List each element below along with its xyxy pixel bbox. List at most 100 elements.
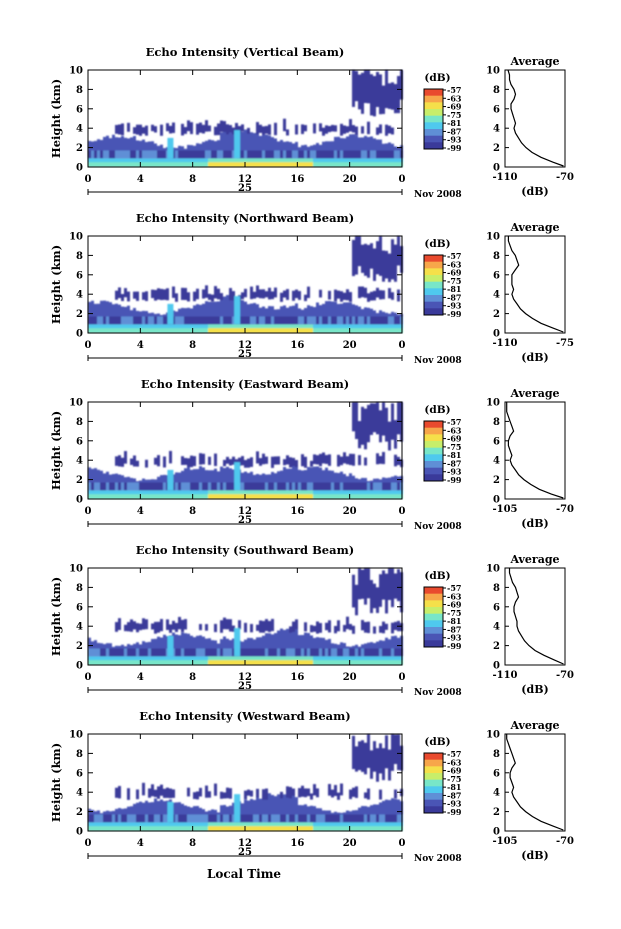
colorbar-swatch — [424, 421, 443, 429]
colorbar-swatch — [424, 759, 443, 767]
y-tick-label: 8 — [76, 749, 83, 760]
colorbar-tick-label: -69 — [447, 766, 462, 776]
echo-field — [88, 402, 403, 499]
colorbar-swatch — [424, 613, 443, 621]
echo-field — [88, 568, 403, 665]
colorbar-tick-label: -87 — [447, 126, 461, 136]
colorbar-tick-label: -93 — [447, 633, 462, 643]
y-tick-label: 4 — [76, 124, 83, 135]
colorbar-tick-label: -87 — [447, 458, 461, 468]
average-x-tick-label: -105 — [492, 504, 517, 515]
panel-title: Echo Intensity (Westward Beam) — [139, 709, 350, 723]
colorbar-swatch — [424, 434, 443, 442]
y-tick-label: 2 — [76, 309, 83, 320]
x-tick-label: 16 — [290, 838, 304, 849]
colorbar-swatch — [424, 89, 443, 97]
average-x-tick-label: -70 — [556, 504, 574, 515]
y-tick-label: 10 — [69, 398, 83, 409]
average-y-tick-label: 2 — [493, 807, 500, 818]
colorbar-swatch — [424, 102, 443, 110]
x-tick-label: 12 — [238, 838, 252, 849]
echo-field — [88, 236, 403, 333]
average-x-tick-label: -110 — [492, 670, 517, 681]
average-y-tick-label: 8 — [493, 251, 500, 262]
y-tick-label: 6 — [76, 768, 83, 779]
y-axis-label: Height (km) — [49, 577, 63, 656]
colorbar-tick-label: -57 — [447, 417, 461, 427]
x-tick-label: 12 — [238, 340, 252, 351]
y-tick-label: 4 — [76, 456, 83, 467]
y-tick-label: 6 — [76, 436, 83, 447]
y-tick-label: 10 — [69, 730, 83, 741]
average-title: Average — [509, 719, 559, 732]
colorbar-swatch — [424, 793, 443, 801]
x-tick-label: 0 — [85, 340, 92, 351]
month-label: Nov 2008 — [414, 854, 462, 864]
colorbar-swatch — [424, 786, 443, 794]
x-tick-label: 8 — [189, 174, 196, 185]
colorbar-tick-label: -75 — [447, 110, 461, 120]
colorbar-tick-label: -93 — [447, 135, 462, 145]
panel-title: Echo Intensity (Vertical Beam) — [146, 45, 345, 59]
colorbar-swatch — [424, 633, 443, 641]
average-y-tick-label: 4 — [493, 290, 500, 301]
month-label: Nov 2008 — [414, 190, 462, 200]
x-tick-label: 0 — [399, 672, 406, 683]
panel-title: Echo Intensity (Southward Beam) — [136, 543, 354, 557]
colorbar-swatch — [424, 799, 443, 807]
colorbar-swatch — [424, 261, 443, 269]
panel-2: Echo Intensity (Northward Beam) Height (k… — [49, 211, 574, 366]
x-tick-label: 4 — [137, 506, 144, 517]
average-title: Average — [509, 55, 559, 68]
colorbar-tick-label: -81 — [447, 782, 461, 792]
colorbar-swatch — [424, 95, 443, 103]
colorbar-tick-label: -87 — [447, 624, 461, 634]
average-y-tick-label: 10 — [486, 730, 500, 741]
average-y-tick-label: 10 — [486, 66, 500, 77]
colorbar-tick-label: -93 — [447, 799, 462, 809]
average-y-tick-label: 0 — [493, 661, 500, 672]
colorbar-swatch — [424, 766, 443, 774]
colorbar-tick-label: -99 — [447, 475, 462, 485]
average-y-tick-label: 4 — [493, 124, 500, 135]
y-axis-label: Height (km) — [49, 79, 63, 158]
colorbar-tick-label: -63 — [447, 591, 462, 601]
x-tick-label: 20 — [343, 838, 357, 849]
panel-4: Echo Intensity (Southward Beam) Height (k… — [49, 543, 574, 698]
y-axis-label: Height (km) — [49, 743, 63, 822]
colorbar-swatch — [424, 627, 443, 635]
colorbar-swatch — [424, 600, 443, 608]
date-label: 25 — [238, 183, 252, 194]
y-tick-label: 4 — [76, 622, 83, 633]
colorbar-tick-label: -57 — [447, 251, 461, 261]
colorbar-tick-label: -93 — [447, 467, 462, 477]
average-y-tick-label: 6 — [493, 270, 500, 281]
average-y-tick-label: 8 — [493, 85, 500, 96]
average-y-tick-label: 10 — [486, 398, 500, 409]
y-tick-label: 8 — [76, 85, 83, 96]
x-tick-label: 0 — [399, 174, 406, 185]
average-y-tick-label: 4 — [493, 788, 500, 799]
average-x-tick-label: -70 — [556, 836, 574, 847]
colorbar-swatch — [424, 308, 443, 316]
colorbar-tick-label: -93 — [447, 301, 462, 311]
colorbar-swatch — [424, 779, 443, 787]
colorbar-swatch — [424, 474, 443, 482]
x-tick-label: 8 — [189, 506, 196, 517]
x-tick-label: 0 — [85, 506, 92, 517]
average-y-tick-label: 0 — [493, 827, 500, 838]
average-profile-line — [506, 734, 564, 831]
colorbar-label: (dB) — [424, 570, 450, 582]
colorbar-tick-label: -63 — [447, 259, 462, 269]
average-y-tick-label: 4 — [493, 622, 500, 633]
x-tick-label: 12 — [238, 174, 252, 185]
x-tick-label: 16 — [290, 672, 304, 683]
date-label: 25 — [238, 349, 252, 360]
colorbar-swatch — [424, 620, 443, 628]
colorbar-tick-label: -75 — [447, 774, 461, 784]
y-tick-label: 6 — [76, 104, 83, 115]
colorbar-tick-label: -87 — [447, 790, 461, 800]
x-axis-label-local-time: Local Time — [207, 867, 281, 881]
average-y-tick-label: 6 — [493, 104, 500, 115]
